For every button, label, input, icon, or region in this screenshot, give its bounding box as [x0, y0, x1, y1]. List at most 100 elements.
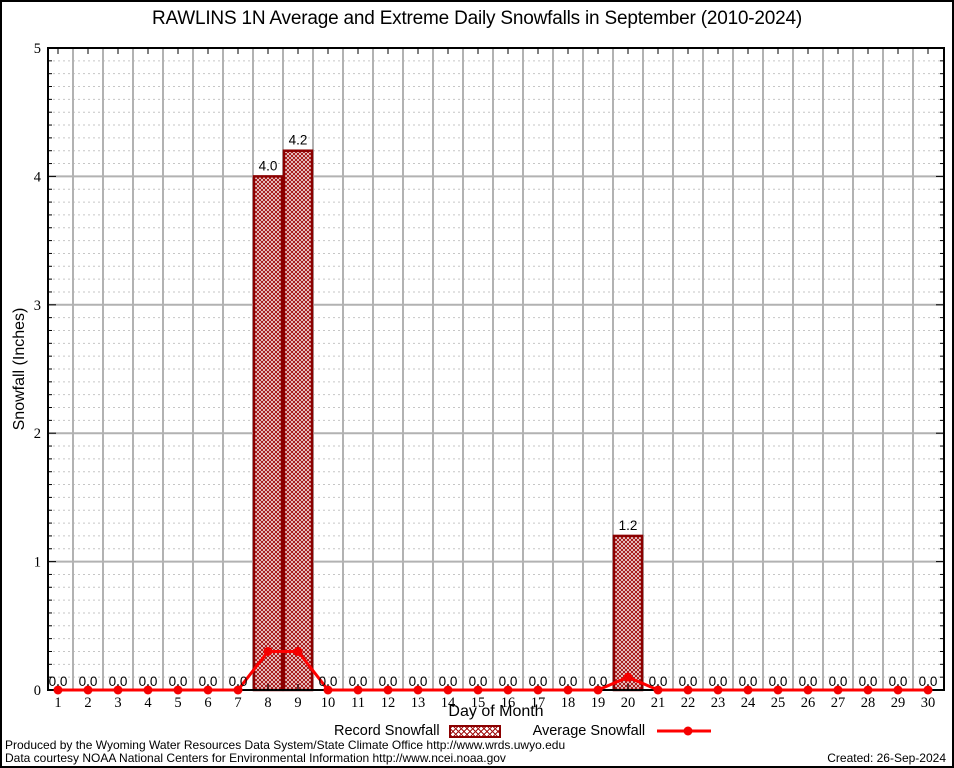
avg-marker-day-13 — [413, 685, 423, 695]
footer-produced-by: Produced by the Wyoming Water Resources … — [5, 738, 566, 752]
value-label-day-27: 0.0 — [829, 674, 848, 689]
x-tick-9: 9 — [294, 695, 301, 711]
value-label-day-15: 0.0 — [469, 674, 488, 689]
avg-marker-day-27 — [833, 685, 843, 695]
created-date: Created: 26-Sep-2024 — [827, 751, 946, 765]
avg-marker-day-3 — [113, 685, 123, 695]
value-label-day-24: 0.0 — [739, 674, 758, 689]
x-tick-12: 12 — [381, 695, 396, 711]
value-label-day-22: 0.0 — [679, 674, 698, 689]
value-label-day-6: 0.0 — [199, 674, 218, 689]
avg-marker-day-15 — [473, 685, 483, 695]
avg-marker-day-11 — [353, 685, 363, 695]
value-label-day-14: 0.0 — [439, 674, 458, 689]
avg-marker-day-23 — [713, 685, 723, 695]
avg-marker-day-12 — [383, 685, 393, 695]
avg-marker-day-4 — [143, 685, 153, 695]
record-bar-day-8 — [252, 175, 284, 692]
value-label-day-16: 0.0 — [499, 674, 518, 689]
avg-marker-day-9 — [293, 646, 303, 656]
avg-marker-day-20 — [623, 672, 633, 682]
value-label-day-13: 0.0 — [409, 674, 428, 689]
value-label-day-10: 0.0 — [319, 674, 338, 689]
x-tick-7: 7 — [234, 695, 241, 711]
value-label-day-30: 0.0 — [919, 674, 938, 689]
x-tick-27: 27 — [831, 695, 846, 711]
x-tick-23: 23 — [711, 695, 726, 711]
avg-marker-day-18 — [563, 685, 573, 695]
value-label-day-25: 0.0 — [769, 674, 788, 689]
y-tick-1: 1 — [34, 555, 41, 571]
value-label-day-7: 0.0 — [229, 674, 248, 689]
value-label-day-17: 0.0 — [529, 674, 548, 689]
value-label-day-21: 0.0 — [649, 674, 668, 689]
x-tick-14: 14 — [441, 695, 456, 711]
y-tick-0: 0 — [34, 683, 41, 699]
avg-marker-day-19 — [593, 685, 603, 695]
record-snowfall-swatch — [448, 724, 501, 738]
value-label-day-3: 0.0 — [109, 674, 128, 689]
value-label-day-8: 4.0 — [259, 158, 278, 173]
x-tick-28: 28 — [861, 695, 876, 711]
avg-marker-day-16 — [503, 685, 513, 695]
y-tick-5: 5 — [34, 41, 41, 57]
avg-marker-day-5 — [173, 685, 183, 695]
x-tick-5: 5 — [174, 695, 181, 711]
x-tick-18: 18 — [561, 695, 576, 711]
x-axis-title: Day of Month — [448, 703, 544, 720]
x-tick-6: 6 — [204, 695, 211, 711]
x-tick-2: 2 — [84, 695, 91, 711]
x-tick-21: 21 — [651, 695, 666, 711]
avg-marker-day-2 — [83, 685, 93, 695]
y-major-gridlines — [48, 175, 944, 563]
average-snowfall-markers — [53, 646, 933, 695]
x-tick-3: 3 — [114, 695, 121, 711]
value-label-day-18: 0.0 — [559, 674, 578, 689]
x-tick-30: 30 — [921, 695, 936, 711]
y-tick-4: 4 — [34, 169, 42, 185]
avg-marker-day-25 — [773, 685, 783, 695]
x-tick-20: 20 — [621, 695, 636, 711]
avg-marker-day-1 — [53, 685, 63, 695]
x-tick-24: 24 — [741, 695, 756, 711]
avg-marker-day-28 — [863, 685, 873, 695]
value-label-day-28: 0.0 — [859, 674, 878, 689]
value-label-day-4: 0.0 — [139, 674, 158, 689]
value-label-day-5: 0.0 — [169, 674, 188, 689]
avg-marker-day-10 — [323, 685, 333, 695]
avg-marker-day-21 — [653, 685, 663, 695]
x-tick-19: 19 — [591, 695, 606, 711]
record-value-labels: 0.0 0.0 0.0 0.0 0.0 0.0 0.0 4.0 4.2 0.0 0.0 0.0 0.0 0… — [49, 133, 938, 689]
value-label-day-19: 0.0 — [589, 674, 608, 689]
avg-marker-day-24 — [743, 685, 753, 695]
footer-data-courtesy: Data courtesy NOAA National Centers for … — [5, 751, 506, 765]
y-minor-gridlines — [48, 60, 944, 678]
y-axis-title: Snowfall (Inches) — [11, 307, 28, 431]
record-bar-day-9 — [282, 149, 314, 692]
x-tick-1: 1 — [54, 695, 61, 711]
y-tick-3: 3 — [34, 298, 41, 314]
x-tick-10: 10 — [321, 695, 336, 711]
record-bars — [252, 149, 644, 692]
value-label-day-23: 0.0 — [709, 674, 728, 689]
x-tick-labels: 1 2 3 4 5 6 7 8 9 10 11 12 13 14 15 16 17 18 19 20 21 22 23 24 2… — [54, 695, 935, 711]
value-label-day-12: 0.0 — [379, 674, 398, 689]
value-label-day-1: 0.0 — [49, 674, 68, 689]
avg-marker-day-29 — [893, 685, 903, 695]
value-label-day-2: 0.0 — [79, 674, 98, 689]
x-tick-13: 13 — [411, 695, 426, 711]
value-label-day-26: 0.0 — [799, 674, 818, 689]
x-tick-22: 22 — [681, 695, 696, 711]
average-snowfall-line-sample — [657, 726, 712, 736]
record-bar-day-20 — [612, 534, 644, 692]
value-label-day-20: 1.2 — [619, 518, 638, 533]
x-tick-4: 4 — [144, 695, 152, 711]
value-label-day-9: 4.2 — [289, 133, 308, 148]
x-tick-26: 26 — [801, 695, 816, 711]
legend-record-label: Record Snowfall — [334, 723, 440, 739]
avg-marker-day-17 — [533, 685, 543, 695]
average-snowfall-line — [58, 649, 928, 692]
avg-marker-day-26 — [803, 685, 813, 695]
x-tick-16: 16 — [501, 695, 516, 711]
